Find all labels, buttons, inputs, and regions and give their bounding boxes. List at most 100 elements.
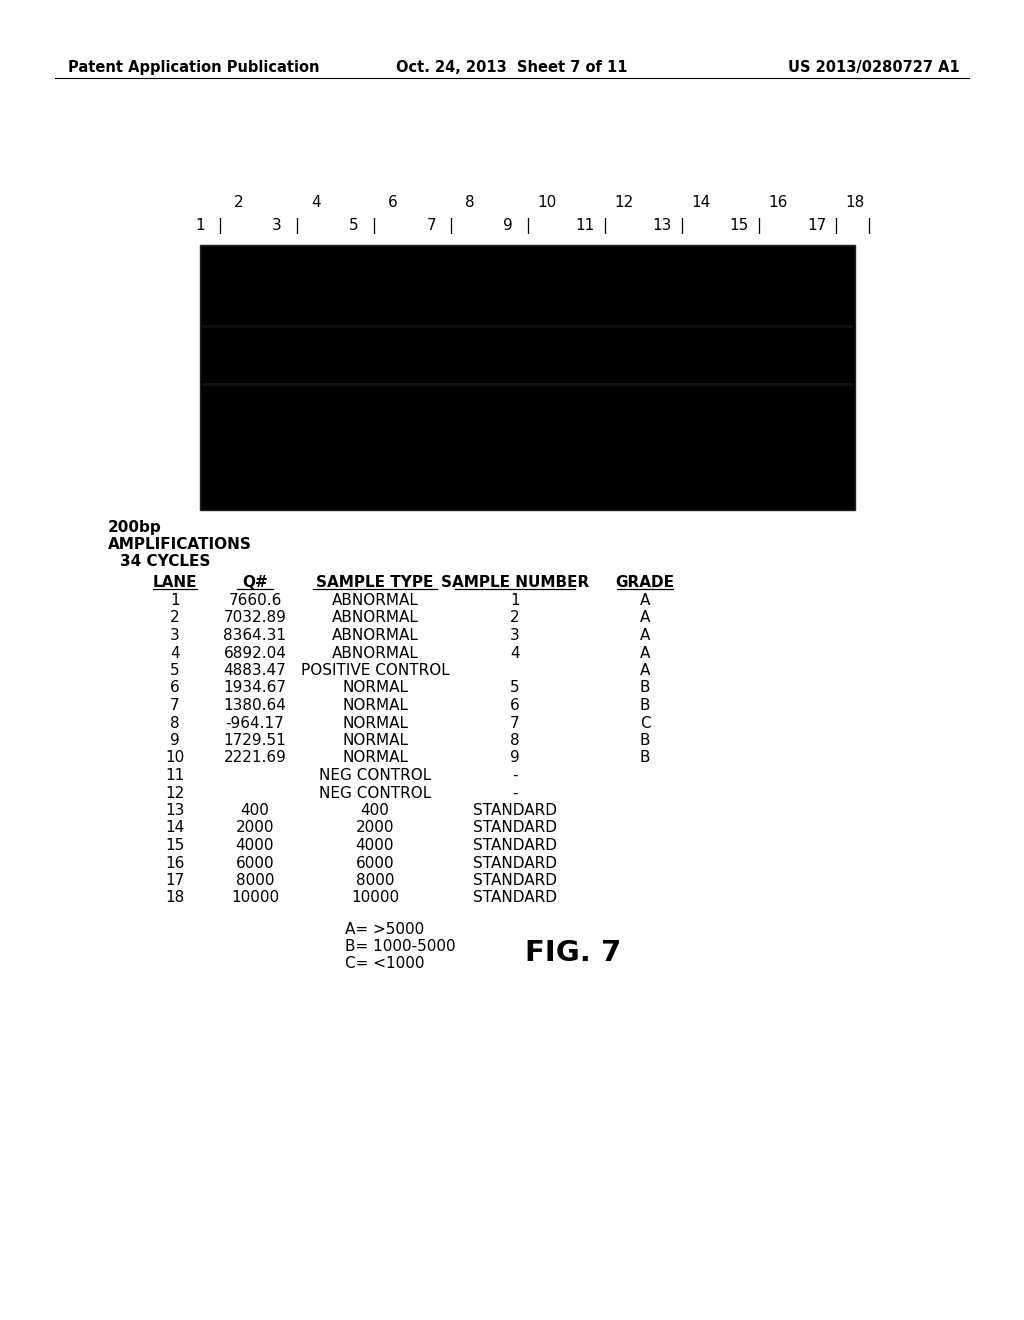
Text: 8: 8 bbox=[465, 195, 474, 210]
Text: 18: 18 bbox=[846, 195, 864, 210]
Text: 10: 10 bbox=[538, 195, 556, 210]
Text: |: | bbox=[294, 218, 299, 234]
Text: 2: 2 bbox=[170, 610, 180, 626]
Text: 2: 2 bbox=[233, 195, 244, 210]
Text: A: A bbox=[640, 593, 650, 609]
Text: 3: 3 bbox=[272, 218, 282, 234]
Text: NEG CONTROL: NEG CONTROL bbox=[318, 785, 431, 800]
Text: 5: 5 bbox=[349, 218, 359, 234]
Text: 11: 11 bbox=[575, 218, 595, 234]
Text: STANDARD: STANDARD bbox=[473, 821, 557, 836]
Text: 12: 12 bbox=[165, 785, 184, 800]
Text: 12: 12 bbox=[614, 195, 634, 210]
Text: 15: 15 bbox=[730, 218, 749, 234]
Text: A= >5000: A= >5000 bbox=[345, 921, 424, 937]
Text: 1380.64: 1380.64 bbox=[223, 698, 287, 713]
Text: A: A bbox=[640, 645, 650, 660]
Text: 9: 9 bbox=[510, 751, 520, 766]
Text: 16: 16 bbox=[165, 855, 184, 870]
Text: 5: 5 bbox=[510, 681, 520, 696]
Text: Patent Application Publication: Patent Application Publication bbox=[68, 59, 319, 75]
Text: SAMPLE NUMBER: SAMPLE NUMBER bbox=[441, 576, 589, 590]
Text: |: | bbox=[217, 218, 222, 234]
Text: |: | bbox=[834, 218, 839, 234]
Text: 8: 8 bbox=[170, 715, 180, 730]
Text: NORMAL: NORMAL bbox=[342, 751, 408, 766]
Text: |: | bbox=[866, 218, 871, 234]
Text: ABNORMAL: ABNORMAL bbox=[332, 610, 419, 626]
Text: 8364.31: 8364.31 bbox=[223, 628, 287, 643]
Text: 6892.04: 6892.04 bbox=[223, 645, 287, 660]
Text: |: | bbox=[756, 218, 761, 234]
Text: 7032.89: 7032.89 bbox=[223, 610, 287, 626]
Text: 6: 6 bbox=[510, 698, 520, 713]
Text: -: - bbox=[512, 768, 518, 783]
Text: 1: 1 bbox=[196, 218, 205, 234]
Text: B: B bbox=[640, 733, 650, 748]
Text: A: A bbox=[640, 663, 650, 678]
Text: 2000: 2000 bbox=[236, 821, 274, 836]
Text: |: | bbox=[371, 218, 376, 234]
Text: |: | bbox=[679, 218, 684, 234]
Text: FIG. 7: FIG. 7 bbox=[525, 939, 622, 968]
Text: POSITIVE CONTROL: POSITIVE CONTROL bbox=[301, 663, 450, 678]
Text: 9: 9 bbox=[170, 733, 180, 748]
Text: STANDARD: STANDARD bbox=[473, 838, 557, 853]
Bar bbox=[200, 246, 855, 510]
Text: ABNORMAL: ABNORMAL bbox=[332, 593, 419, 609]
Text: STANDARD: STANDARD bbox=[473, 803, 557, 818]
Text: NORMAL: NORMAL bbox=[342, 733, 408, 748]
Text: 10000: 10000 bbox=[231, 891, 280, 906]
Text: C: C bbox=[640, 715, 650, 730]
Text: NORMAL: NORMAL bbox=[342, 681, 408, 696]
Text: 7660.6: 7660.6 bbox=[228, 593, 282, 609]
Text: 7: 7 bbox=[510, 715, 520, 730]
Text: Q#: Q# bbox=[242, 576, 268, 590]
Text: US 2013/0280727 A1: US 2013/0280727 A1 bbox=[788, 59, 961, 75]
Text: 13: 13 bbox=[165, 803, 184, 818]
Text: B= 1000-5000: B= 1000-5000 bbox=[345, 939, 456, 954]
Text: 5: 5 bbox=[170, 663, 180, 678]
Text: 4: 4 bbox=[510, 645, 520, 660]
Text: 2000: 2000 bbox=[355, 821, 394, 836]
Text: C= <1000: C= <1000 bbox=[345, 956, 425, 972]
Text: A: A bbox=[640, 610, 650, 626]
Text: STANDARD: STANDARD bbox=[473, 873, 557, 888]
Text: NORMAL: NORMAL bbox=[342, 698, 408, 713]
Text: ABNORMAL: ABNORMAL bbox=[332, 628, 419, 643]
Text: |: | bbox=[525, 218, 530, 234]
Bar bbox=[202, 325, 853, 327]
Text: B: B bbox=[640, 681, 650, 696]
Text: 6000: 6000 bbox=[355, 855, 394, 870]
Bar bbox=[202, 383, 853, 385]
Text: Oct. 24, 2013  Sheet 7 of 11: Oct. 24, 2013 Sheet 7 of 11 bbox=[396, 59, 628, 75]
Text: 10: 10 bbox=[165, 751, 184, 766]
Text: 400: 400 bbox=[360, 803, 389, 818]
Text: 4883.47: 4883.47 bbox=[223, 663, 287, 678]
Text: 7: 7 bbox=[170, 698, 180, 713]
Text: 8000: 8000 bbox=[236, 873, 274, 888]
Text: STANDARD: STANDARD bbox=[473, 891, 557, 906]
Text: 4000: 4000 bbox=[355, 838, 394, 853]
Text: 18: 18 bbox=[165, 891, 184, 906]
Text: 9: 9 bbox=[504, 218, 513, 234]
Text: A: A bbox=[640, 628, 650, 643]
Text: 400: 400 bbox=[241, 803, 269, 818]
Text: 2221.69: 2221.69 bbox=[223, 751, 287, 766]
Text: 4: 4 bbox=[170, 645, 180, 660]
Text: 4000: 4000 bbox=[236, 838, 274, 853]
Text: 3: 3 bbox=[510, 628, 520, 643]
Text: 6000: 6000 bbox=[236, 855, 274, 870]
Text: B: B bbox=[640, 698, 650, 713]
Text: 4: 4 bbox=[310, 195, 321, 210]
Text: 16: 16 bbox=[768, 195, 787, 210]
Text: ABNORMAL: ABNORMAL bbox=[332, 645, 419, 660]
Text: 10000: 10000 bbox=[351, 891, 399, 906]
Text: 3: 3 bbox=[170, 628, 180, 643]
Text: NEG CONTROL: NEG CONTROL bbox=[318, 768, 431, 783]
Text: 1: 1 bbox=[170, 593, 180, 609]
Text: GRADE: GRADE bbox=[615, 576, 675, 590]
Text: 15: 15 bbox=[165, 838, 184, 853]
Text: 1: 1 bbox=[510, 593, 520, 609]
Text: 14: 14 bbox=[691, 195, 711, 210]
